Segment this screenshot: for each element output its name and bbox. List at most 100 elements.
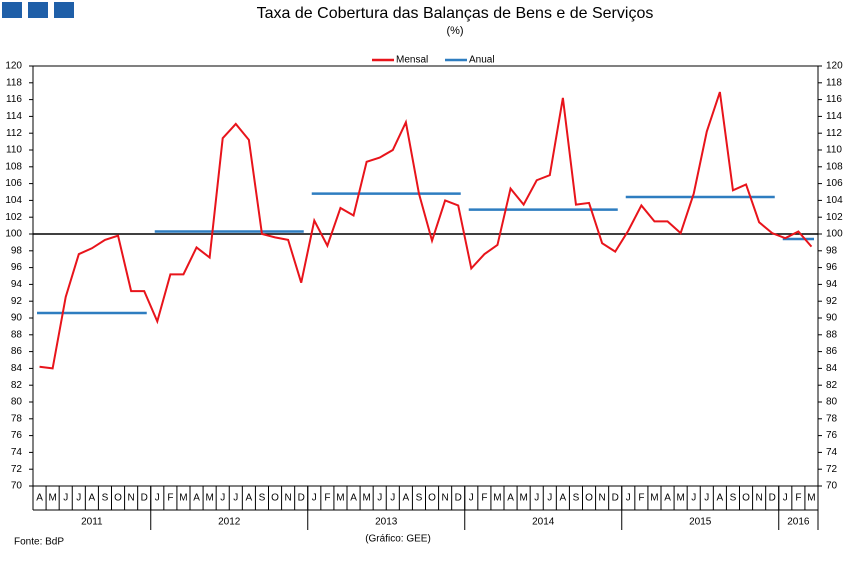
- x-tick-label: O: [271, 493, 279, 504]
- y-tick-label: 106: [5, 178, 22, 189]
- x-tick-label: O: [585, 493, 593, 504]
- logo-square: [54, 2, 74, 18]
- x-tick-label: J: [547, 493, 552, 504]
- credit: (Gráfico: GEE): [365, 534, 431, 545]
- x-tick-label: M: [493, 493, 501, 504]
- y2-tick-label: 78: [826, 413, 838, 424]
- x-tick-label: N: [128, 493, 135, 504]
- y2-tick-label: 98: [826, 245, 838, 256]
- x-tick-label: M: [676, 493, 684, 504]
- y-tick-label: 92: [11, 296, 23, 307]
- plot-frame: [32, 65, 819, 487]
- y2-tick-label: 76: [826, 430, 838, 441]
- x-tick-label: M: [205, 493, 213, 504]
- x-tick-label: M: [179, 493, 187, 504]
- x-tick-label: A: [403, 493, 410, 504]
- x-tick-label: J: [377, 493, 382, 504]
- y2-tick-label: 104: [826, 195, 843, 206]
- source: Fonte: BdP: [14, 537, 64, 548]
- x-tick-label: J: [155, 493, 160, 504]
- x-tick-label: A: [507, 493, 514, 504]
- x-tick-label: J: [220, 493, 225, 504]
- y-tick-label: 88: [11, 329, 23, 340]
- x-tick-label: M: [519, 493, 527, 504]
- y2-tick-label: 102: [826, 212, 843, 223]
- x-tick-label: A: [717, 493, 724, 504]
- x-tick-label: F: [795, 493, 801, 504]
- x-tick-label: D: [612, 493, 619, 504]
- year-label: 2016: [787, 517, 810, 528]
- x-tick-label: D: [769, 493, 776, 504]
- y2-tick-label: 86: [826, 346, 838, 357]
- x-tick-label: N: [599, 493, 606, 504]
- y2-tick-label: 88: [826, 329, 838, 340]
- x-tick-label: N: [285, 493, 292, 504]
- y2-tick-label: 94: [826, 279, 838, 290]
- y2-tick-label: 84: [826, 363, 838, 374]
- y-tick-label: 72: [11, 464, 23, 475]
- y-tick-label: 90: [11, 313, 23, 324]
- y-tick-label: 104: [5, 195, 22, 206]
- x-tick-label: S: [259, 493, 266, 504]
- y-tick-label: 82: [11, 380, 23, 391]
- y-tick-label: 76: [11, 430, 23, 441]
- year-label: 2015: [689, 517, 712, 528]
- x-tick-label: J: [469, 493, 474, 504]
- x-tick-label: N: [442, 493, 449, 504]
- year-label: 2011: [81, 517, 103, 528]
- monthly-line: [39, 91, 813, 370]
- x-tick-label: A: [664, 493, 671, 504]
- y-tick-label: 112: [6, 128, 22, 139]
- y2-tick-label: 74: [826, 447, 838, 458]
- x-tick-label: A: [193, 493, 200, 504]
- x-tick-label: S: [102, 493, 109, 504]
- y-tick-label: 96: [11, 262, 23, 273]
- x-tick-label: J: [390, 493, 395, 504]
- y2-tick-label: 70: [826, 481, 838, 492]
- x-tick-label: J: [691, 493, 696, 504]
- y2-tick-label: 72: [826, 464, 838, 475]
- y2-tick-label: 108: [826, 161, 843, 172]
- y-tick-label: 80: [11, 397, 23, 408]
- x-tick-label: J: [63, 493, 68, 504]
- x-tick-label: J: [534, 493, 539, 504]
- y2-tick-label: 90: [826, 313, 838, 324]
- x-tick-label: S: [416, 493, 423, 504]
- y2-tick-label: 112: [826, 128, 842, 139]
- year-label: 2014: [532, 517, 555, 528]
- x-tick-label: D: [455, 493, 462, 504]
- y-tick-label: 114: [6, 111, 22, 122]
- x-tick-label: S: [573, 493, 580, 504]
- year-label: 2013: [375, 517, 398, 528]
- y-tick-label: 84: [11, 363, 23, 374]
- y2-tick-label: 100: [826, 229, 843, 240]
- x-tick-label: A: [89, 493, 96, 504]
- y-tick-label: 78: [11, 413, 23, 424]
- chart-title: Taxa de Cobertura das Balanças de Bens e…: [257, 5, 654, 22]
- x-tick-label: O: [742, 493, 750, 504]
- y2-tick-label: 110: [826, 145, 842, 156]
- x-tick-label: J: [626, 493, 631, 504]
- y-tick-label: 118: [6, 77, 22, 88]
- y-tick-label: 94: [11, 279, 23, 290]
- y2-tick-label: 116: [826, 94, 842, 105]
- y-tick-label: 108: [5, 161, 22, 172]
- y2-tick-label: 92: [826, 296, 838, 307]
- x-tick-label: M: [650, 493, 658, 504]
- x-tick-label: S: [730, 493, 737, 504]
- y2-tick-label: 114: [826, 111, 842, 122]
- x-tick-label: O: [114, 493, 122, 504]
- x-tick-label: O: [428, 493, 436, 504]
- x-tick-label: J: [76, 493, 81, 504]
- x-tick-label: A: [36, 493, 43, 504]
- y-tick-label: 110: [6, 145, 22, 156]
- x-tick-label: N: [756, 493, 763, 504]
- x-tick-label: F: [638, 493, 644, 504]
- x-tick-label: F: [324, 493, 330, 504]
- x-tick-label: A: [560, 493, 567, 504]
- y2-tick-label: 82: [826, 380, 838, 391]
- x-tick-label: D: [141, 493, 148, 504]
- y-tick-label: 120: [5, 61, 22, 72]
- logo-square: [2, 2, 22, 18]
